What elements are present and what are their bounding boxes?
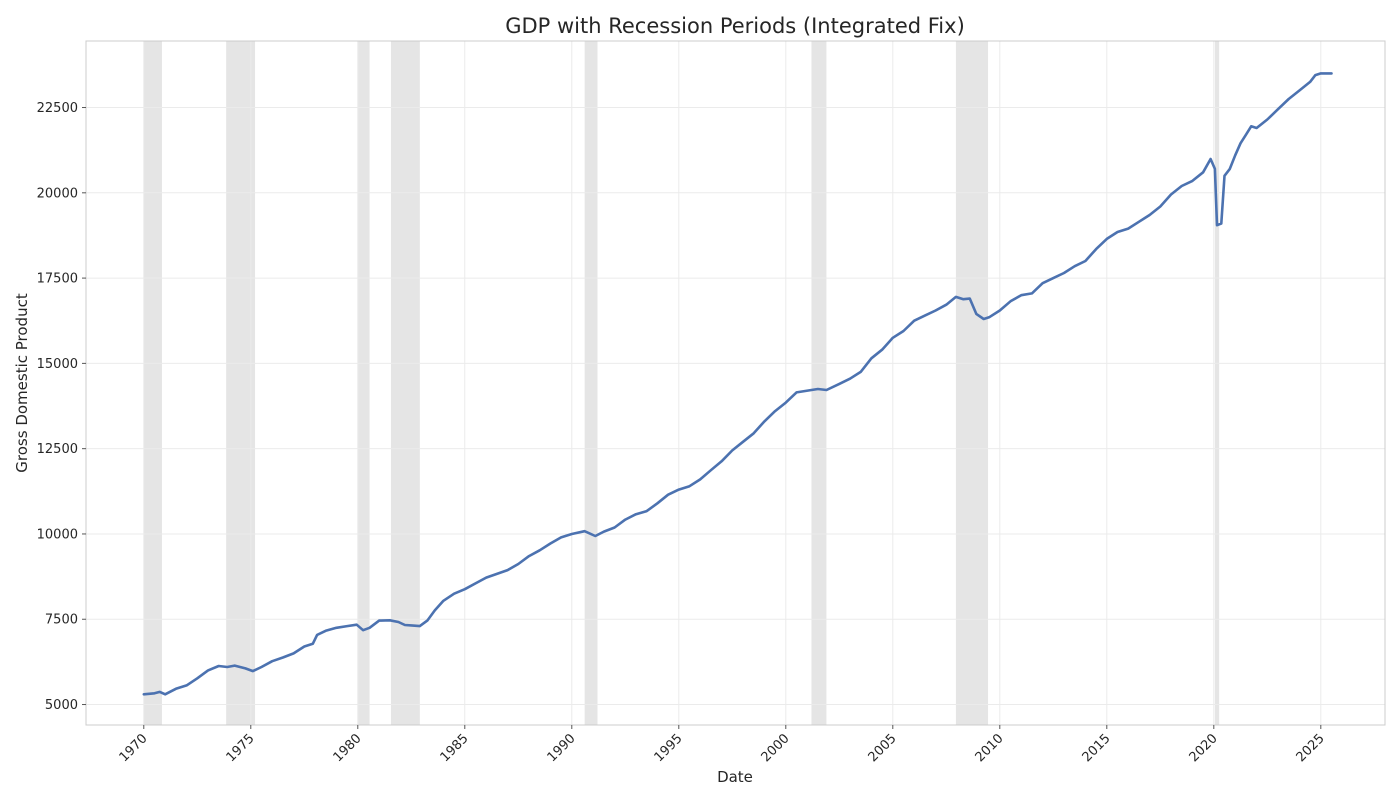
chart-title: GDP with Recession Periods (Integrated F… xyxy=(505,14,965,38)
plot-frame xyxy=(85,40,1386,726)
y-axis-ticks: 5000 7500 10000 12500 15000 17500 20000 22500 xyxy=(37,101,86,713)
y-tick-label: 22500 xyxy=(37,101,78,116)
y-tick-label: 17500 xyxy=(37,272,78,287)
recession-band-4 xyxy=(584,41,598,725)
recession-band-2 xyxy=(357,41,370,725)
recession-band-1 xyxy=(226,41,256,725)
y-tick-label: 7500 xyxy=(45,613,78,628)
recession-band-0 xyxy=(143,41,162,725)
recession-band-3 xyxy=(390,41,420,725)
recession-bands xyxy=(143,41,1220,725)
recession-band-6 xyxy=(955,41,989,725)
y-tick-label: 5000 xyxy=(45,698,78,713)
series-layer xyxy=(142,72,1333,696)
recession-band-5 xyxy=(811,41,827,725)
gdp-series-line xyxy=(142,72,1333,696)
recession-band-7 xyxy=(1214,41,1220,725)
y-tick-label: 15000 xyxy=(37,357,78,372)
y-axis-title: Gross Domestic Product xyxy=(13,293,31,473)
y-tick-label: 10000 xyxy=(37,527,78,542)
x-axis-title: Date xyxy=(717,768,753,786)
y-tick-label: 12500 xyxy=(37,442,78,457)
y-tick-label: 20000 xyxy=(37,186,78,201)
